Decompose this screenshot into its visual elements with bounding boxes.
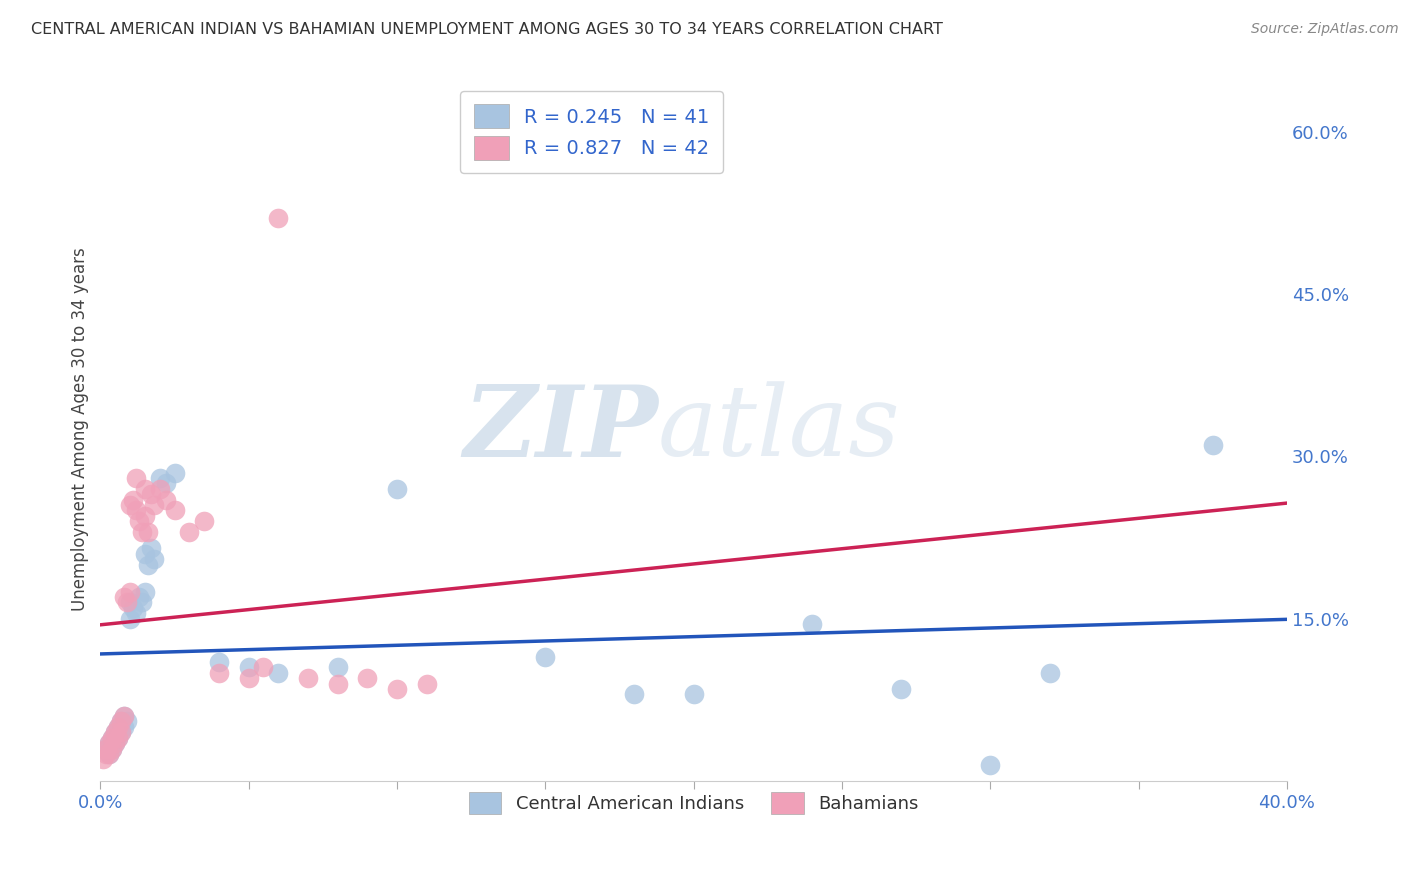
Point [110,725,132,739]
Point [326,676,349,690]
Point [163,466,186,480]
Point [112,709,135,723]
Point [128,590,150,604]
Point [96,741,118,756]
Point [142,498,165,512]
Point [979,757,1001,772]
Point [267,665,290,680]
Point [101,741,124,756]
Point [101,741,124,756]
Point [193,514,215,528]
Point [98,736,121,750]
Point [115,595,138,609]
Point [118,498,141,512]
Point [110,714,132,729]
Point [534,649,557,664]
Point [110,725,132,739]
Point [104,736,127,750]
Point [112,720,135,734]
Point [98,747,121,761]
Point [131,524,153,539]
Point [96,741,118,756]
Point [326,660,349,674]
Point [91,752,114,766]
Point [134,547,156,561]
Point [112,709,135,723]
Point [122,492,145,507]
Point [155,492,177,507]
Point [155,476,177,491]
Point [134,482,156,496]
Point [125,503,148,517]
Point [163,503,186,517]
Point [149,471,172,485]
Point [118,584,141,599]
Point [139,487,162,501]
Point [96,747,118,761]
Point [267,211,290,226]
Point [122,600,145,615]
Point [104,725,127,739]
Point [238,660,260,674]
Point [107,720,129,734]
Point [98,747,121,761]
Text: ZIP: ZIP [463,381,658,477]
Legend: Central American Indians, Bahamians: Central American Indians, Bahamians [458,781,929,825]
Text: CENTRAL AMERICAN INDIAN VS BAHAMIAN UNEMPLOYMENT AMONG AGES 30 TO 34 YEARS CORRE: CENTRAL AMERICAN INDIAN VS BAHAMIAN UNEM… [31,22,943,37]
Point [98,736,121,750]
Point [107,731,129,745]
Text: Source: ZipAtlas.com: Source: ZipAtlas.com [1251,22,1399,37]
Point [385,482,408,496]
Point [118,612,141,626]
Point [682,687,704,701]
Point [101,731,124,745]
Point [623,687,645,701]
Point [890,681,912,696]
Point [1202,438,1225,452]
Point [107,731,129,745]
Point [125,471,148,485]
Point [136,558,159,572]
Point [139,541,162,556]
Point [104,736,127,750]
Point [131,595,153,609]
Point [101,731,124,745]
Point [142,552,165,566]
Point [297,671,319,685]
Text: atlas: atlas [658,382,901,477]
Point [134,584,156,599]
Point [208,655,231,669]
Point [125,606,148,620]
Point [136,524,159,539]
Point [356,671,378,685]
Point [238,671,260,685]
Point [134,508,156,523]
Point [128,514,150,528]
Point [801,617,824,632]
Point [104,725,127,739]
Point [115,714,138,729]
Point [252,660,274,674]
Point [112,590,135,604]
Point [1038,665,1060,680]
Point [208,665,231,680]
Point [179,524,201,539]
Point [385,681,408,696]
Y-axis label: Unemployment Among Ages 30 to 34 years: Unemployment Among Ages 30 to 34 years [72,247,89,611]
Point [118,595,141,609]
Point [110,714,132,729]
Point [149,482,172,496]
Point [107,720,129,734]
Point [415,676,437,690]
